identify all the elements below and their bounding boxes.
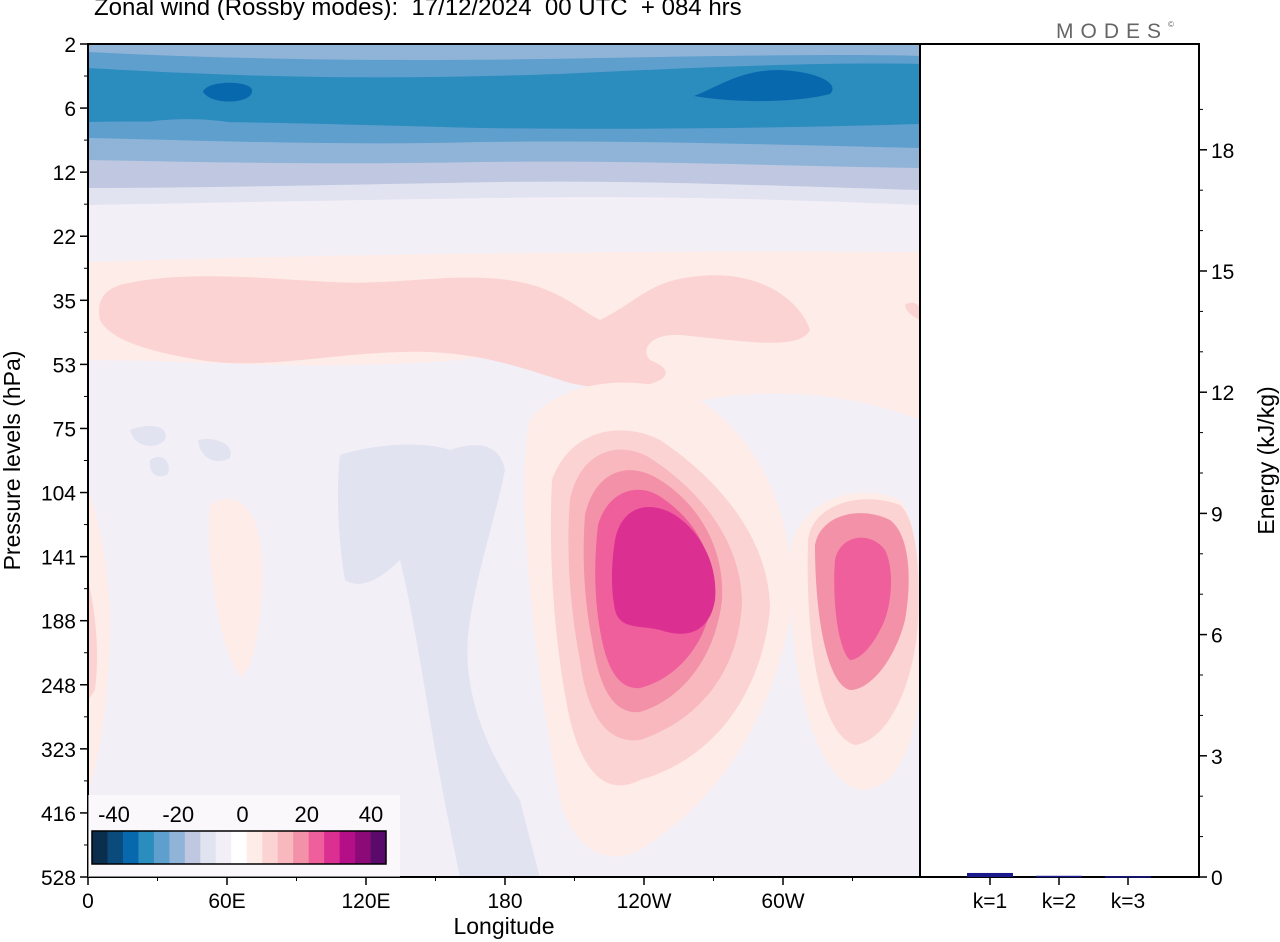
y-tick-label: 188 — [41, 611, 76, 634]
colorbar-cell — [107, 831, 124, 864]
x-tick-label: 60W — [761, 890, 804, 913]
colorbar-cell — [138, 831, 155, 864]
colorbar-label: 40 — [359, 802, 383, 827]
energy-tick-label: 6 — [1211, 625, 1223, 648]
y-axis-label: Pressure levels (hPa) — [0, 351, 25, 571]
bar-category-label: k=2 — [1042, 890, 1076, 913]
colorbar-cell — [246, 831, 263, 864]
colorbar-cell — [122, 831, 139, 864]
energy-bar — [1036, 875, 1082, 878]
colorbar-cell — [184, 831, 201, 864]
y-tick-label: 528 — [41, 867, 76, 890]
y-tick-label: 35 — [53, 290, 76, 313]
colorbar-cell — [277, 831, 294, 864]
x-tick-label: 120W — [617, 890, 672, 913]
copyright-mark: © — [1168, 20, 1174, 29]
energy-bar — [1105, 876, 1151, 878]
bar-category-label: k=3 — [1111, 890, 1145, 913]
y-tick-label: 248 — [41, 675, 76, 698]
energy-axis-label: Energy (kJ/kg) — [1253, 386, 1279, 534]
y-tick-label: 6 — [64, 98, 76, 121]
energy-tick-label: 3 — [1211, 746, 1223, 769]
colorbar-label: 0 — [236, 802, 248, 827]
y-tick-label: 22 — [53, 226, 76, 249]
y-tick-label: 12 — [53, 162, 76, 185]
colorbar-cell — [293, 831, 309, 864]
energy-tick-label: 18 — [1211, 140, 1234, 163]
energy-bar — [967, 872, 1013, 877]
y-tick-label: 141 — [41, 547, 76, 570]
colorbar-cell — [370, 831, 387, 864]
chart-title: Zonal wind (Rossby modes): 17/12/2024 00… — [94, 0, 742, 21]
x-tick-label: 60E — [208, 890, 245, 913]
colorbar-cell — [355, 831, 371, 864]
colorbar-cell — [324, 831, 340, 864]
x-tick-label: 120E — [341, 890, 390, 913]
colorbar-cell — [262, 831, 278, 864]
colorbar-cell — [92, 831, 108, 864]
energy-tick-label: 15 — [1211, 261, 1234, 284]
y-tick-label: 104 — [41, 483, 76, 506]
colorbar-cell — [231, 831, 248, 864]
y-tick-label: 416 — [41, 803, 76, 826]
modes-logo-text: MODES — [1056, 20, 1169, 43]
colorbar: -40 -20 0 20 40 — [88, 795, 400, 877]
energy-tick-label: 9 — [1211, 503, 1223, 526]
colorbar-cell — [200, 831, 217, 864]
modes-logo: MODES© — [1056, 20, 1174, 44]
y-tick-label: 53 — [53, 354, 76, 377]
energy-tick-label: 12 — [1211, 382, 1234, 405]
colorbar-label: 20 — [295, 802, 319, 827]
colorbar-label: -40 — [98, 802, 130, 827]
colorbar-label: -20 — [162, 802, 194, 827]
colorbar-cell — [153, 831, 170, 864]
y-tick-label: 75 — [53, 418, 76, 441]
bar-category-label: k=1 — [973, 890, 1007, 913]
x-axis-label: Longitude — [453, 913, 554, 939]
contour-field — [88, 44, 920, 877]
colorbar-cell — [339, 831, 356, 864]
y-tick-label: 323 — [41, 739, 76, 762]
colorbar-cell — [169, 831, 186, 864]
colorbar-cell — [308, 831, 325, 864]
x-tick-label: 0 — [82, 890, 94, 913]
y-tick-label: 2 — [64, 34, 76, 57]
energy-tick-label: 0 — [1211, 867, 1223, 890]
x-tick-label: 180 — [487, 890, 522, 913]
colorbar-cell — [215, 831, 232, 864]
